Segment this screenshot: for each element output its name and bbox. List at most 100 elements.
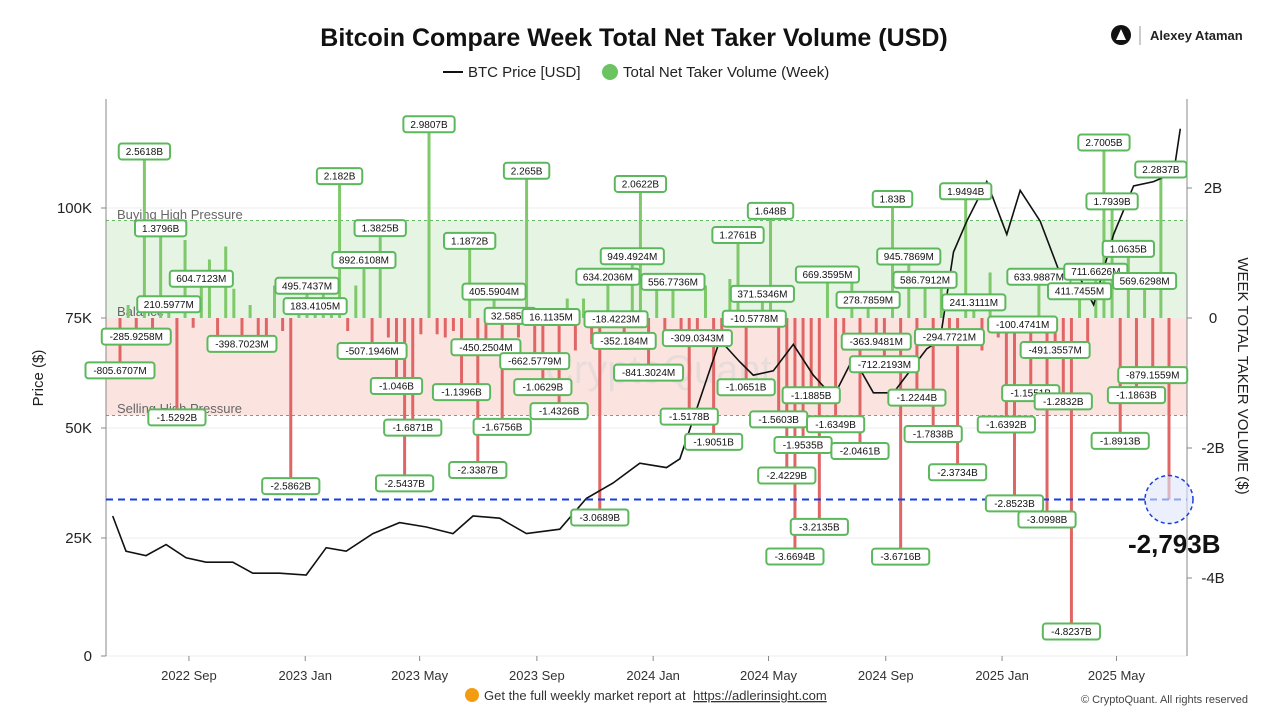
data-label: -507.1946M [336,341,408,360]
data-label-box [1017,510,1077,529]
data-label-text: 16.1135M [529,312,573,323]
data-label: -491.3557M [1019,340,1091,359]
data-label: -3.2135B [789,517,849,536]
data-label-box [871,547,931,566]
data-label-box [261,477,321,496]
data-label: -879.1559M [1117,366,1189,385]
data-label-box [1117,366,1189,385]
data-label-box [1033,392,1093,411]
data-label-text: 556.7736M [648,277,698,288]
data-label-text: 1.2761B [719,231,757,242]
legend-volume-swatch [602,64,618,80]
data-label-text: 633.9887M [1014,272,1064,283]
data-label: -1.046B [369,376,424,395]
data-label-text: 569.6298M [1120,276,1170,287]
data-label: -1.0651B [716,378,776,397]
data-label-box [892,270,958,289]
data-label: -1.6392B [976,415,1036,434]
data-label-text: -352.184M [600,336,648,347]
data-label-box [913,328,985,347]
data-label: 2.5618B [117,142,172,161]
negative-volume-bar [899,318,903,557]
data-label-text: 711.6626M [1071,267,1120,278]
data-label: -1.0629B [513,378,573,397]
data-label-box [513,378,573,397]
data-label-text: 241.3111M [950,298,999,309]
negative-volume-bar [484,318,488,348]
data-label: -662.5779M [499,352,571,371]
negative-volume-bar [516,318,520,338]
positive-volume-bar [964,191,968,318]
positive-volume-bar [866,299,870,318]
negative-volume-bar [809,318,813,396]
positive-volume-bar [671,281,675,318]
footer-link[interactable]: https://adlerinsight.com [693,688,827,703]
data-label-box [134,219,188,238]
data-label-text: -398.7023M [215,339,268,350]
positive-volume-bar [1110,201,1114,318]
data-label: 2.265B [502,161,551,180]
positive-volume-bar [1078,291,1082,318]
x-tick-label: 2025 Jan [975,668,1029,683]
data-label: -4.8237B [1041,622,1102,641]
data-label: -1.1863B [1106,386,1167,405]
data-label-box [147,408,207,427]
positive-volume-bar [703,285,707,318]
data-label-text: 2.9807B [410,120,448,131]
data-label-text: 892.6108M [339,255,389,266]
data-label-text: -879.1559M [1126,371,1179,382]
data-label: -1.7838B [903,424,963,443]
positive-volume-bar [825,274,829,318]
data-labels: -805.6707M -285.9258M 2.5618B 1.3796B 210.59… [84,115,1189,641]
y-right-tick-label: 2B [1204,180,1222,197]
negative-volume-bar [801,318,805,445]
data-label: -2.8523B [984,494,1045,513]
data-label-text: -3.6716B [880,552,921,563]
data-label-text: 586.7912M [900,275,950,286]
data-label-box [375,474,435,493]
data-label: 1.648B [746,201,795,220]
data-label-text: -1.9535B [783,440,824,451]
negative-volume-bar [858,318,862,451]
data-label-text: -1.6349B [815,420,856,431]
x-tick-label: 2023 Jan [278,668,332,683]
positive-volume-bar [199,278,203,318]
data-label: 371.5346M [729,284,795,303]
data-label-box [640,272,706,291]
data-label-text: -805.6707M [93,366,146,377]
data-label-box [887,388,947,407]
data-label-box [830,441,890,460]
data-label-box [100,327,172,346]
negative-volume-bar [956,318,960,473]
data-label: 241.3111M [941,293,1007,312]
data-label-box [448,461,508,480]
negative-volume-bar [622,318,626,341]
data-label-box [835,290,901,309]
data-label-box [431,383,492,402]
data-label-text: 405.5904M [469,287,519,298]
data-label-box [472,417,532,436]
data-label: -1.5178B [659,407,719,426]
negative-volume-bar [403,318,407,484]
negative-volume-bar [264,318,268,341]
negative-volume-bar [1004,318,1008,425]
positive-volume-bar [492,291,496,318]
positive-volume-bar [1102,142,1106,318]
negative-volume-bar [947,318,951,338]
x-tick-label: 2024 Jan [626,668,680,683]
x-tick-label: 2025 May [1088,668,1146,683]
data-label: -3.0689B [570,508,630,527]
data-label-text: 278.7859M [843,295,893,306]
data-label-box [903,424,963,443]
data-label: -1.4326B [529,402,589,421]
data-label-text: 2.7005B [1085,138,1123,149]
positive-volume-bar [1143,280,1147,318]
x-tick-label: 2024 Sep [858,668,914,683]
data-label-text: -841.3024M [622,368,675,379]
data-label: 495.7437M [274,276,340,295]
y-left-tick-label: 25K [65,530,92,547]
data-label-box [1134,160,1188,179]
data-label: -363.9481M [840,332,912,351]
data-label: -2.0461B [830,441,890,460]
positive-volume-bar [655,285,659,318]
